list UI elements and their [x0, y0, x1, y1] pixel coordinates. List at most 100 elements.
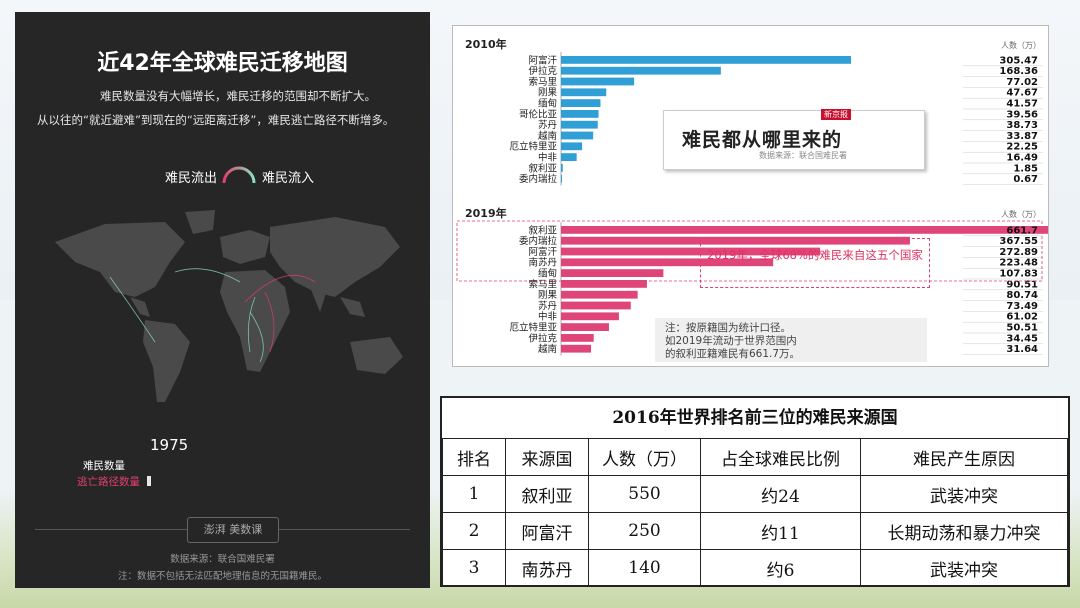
bar: [561, 56, 851, 64]
table-cell: 阿富汗: [505, 512, 589, 550]
highlight-box: [456, 220, 1043, 282]
table-cell: 南苏丹: [505, 549, 589, 587]
migration-map-panel: 近42年全球难民迁移地图 难民数量没有大幅增长，难民迁移的范围却不断扩大。 从以…: [15, 12, 430, 588]
table-cell: 约11: [700, 512, 861, 550]
map-source: 数据来源：联合国难民署: [170, 554, 275, 565]
chart-title: 2019年: [465, 206, 507, 220]
table-title: 2016年世界排名前三位的难民来源国: [442, 398, 1068, 439]
table-row: 2 阿富汗 250 约11 长期动荡和暴力冲突: [442, 512, 1068, 550]
table-cell: 550: [588, 475, 701, 513]
table-header-cell: 难民产生原因: [860, 438, 1068, 476]
category-label: 伊拉克: [528, 332, 557, 344]
map-subtitle-1: 难民数量没有大幅增长，难民迁移的范围却不断扩大。: [100, 89, 376, 103]
category-label: 阿富汗: [528, 246, 557, 258]
table-header-cell: 来源国: [505, 438, 589, 476]
table-cell: 叙利亚: [505, 475, 589, 513]
table-header-cell: 人数（万）: [588, 438, 701, 476]
legend-inflow-label: 难民流入: [262, 171, 315, 186]
bar: [561, 142, 583, 151]
table-cell: 2: [442, 512, 506, 550]
category-label: 越南: [538, 130, 557, 142]
value-label: 661.7: [1006, 225, 1038, 236]
category-label: 缅甸: [538, 268, 557, 280]
bar: [561, 164, 563, 172]
table-cell: 1: [442, 475, 506, 513]
bar: [561, 334, 594, 342]
value-label: 77.02: [1006, 77, 1038, 88]
table-header-cell: 排名: [442, 438, 506, 476]
value-label: 31.64: [1006, 344, 1038, 355]
table-header-row: 排名 来源国 人数（万） 占全球难民比例 难民产生原因: [442, 438, 1068, 476]
category-label: 越南: [538, 343, 557, 355]
chart-note-line: 注：按原籍国为统计口径。: [665, 322, 791, 334]
data-table: 排名 来源国 人数（万） 占全球难民比例 难民产生原因 1 叙利亚 550 约2…: [442, 438, 1068, 587]
bar: [561, 280, 647, 288]
value-label: 50.51: [1006, 323, 1038, 334]
bar: [561, 153, 577, 161]
table-cell: 250: [588, 512, 701, 550]
category-label: 厄立特里亚: [509, 322, 557, 334]
bar: [561, 77, 635, 86]
bar: [561, 290, 638, 299]
callout-box: 2019年，全球68%的难民来自这五个国家: [700, 238, 930, 288]
table-row: 1 叙利亚 550 约24 武装冲突: [442, 475, 1068, 513]
category-label: 南苏丹: [528, 257, 557, 269]
value-label: 41.57: [1006, 99, 1038, 110]
map-note: 注：数据不包括无法匹配地理信息的无国籍难民。: [117, 571, 327, 582]
bar: [561, 120, 598, 129]
value-label: 80.74: [1006, 290, 1038, 301]
refugee-count-label: 难民数量: [83, 460, 125, 472]
chart-headline: 难民都从哪里来的: [682, 129, 843, 151]
category-label: 中非: [538, 152, 558, 164]
map-title: 近42年全球难民迁移地图: [97, 51, 348, 76]
bar: [561, 258, 774, 267]
value-label: 90.51: [1006, 279, 1038, 290]
world-map: [55, 210, 403, 402]
table-cell: 武装冲突: [860, 549, 1068, 587]
legend-outflow-label: 难民流出: [165, 171, 218, 186]
chart-note: 注：按原籍国为统计口径。 如2019年流动于世界范围内 的叙利亚籍难民有661.…: [665, 322, 800, 361]
category-label: 苏丹: [538, 300, 557, 312]
bar: [561, 99, 601, 107]
category-label: 伊拉克: [528, 65, 557, 77]
bar: [561, 269, 664, 277]
value-label: 47.67: [1006, 88, 1038, 99]
value-label: 223.48: [999, 258, 1038, 269]
map-subtitle-2: 从以往的“就近避难”到现在的“远距离迁移”，难民逃亡路径不断增多。: [37, 113, 395, 127]
table-cell: 3: [442, 549, 506, 587]
value-label: 305.47: [999, 55, 1038, 66]
category-label: 叙利亚: [528, 162, 557, 174]
value-label: 272.89: [999, 247, 1038, 258]
table-header-cell: 占全球难民比例: [700, 438, 861, 476]
value-label: 16.49: [1006, 153, 1038, 164]
route-count-bar: [147, 476, 151, 486]
top-refugee-table: 2016年世界排名前三位的难民来源国 排名 来源国 人数（万） 占全球难民比例 …: [440, 396, 1070, 587]
category-label: 索马里: [528, 76, 557, 88]
value-label: 39.56: [1006, 109, 1038, 120]
table-row: 3 南苏丹 140 约6 武装冲突: [442, 549, 1068, 587]
bar: [561, 174, 562, 183]
value-label: 168.36: [999, 66, 1038, 77]
route-count-label: 逃亡路径数量: [77, 476, 140, 488]
value-label: 107.83: [999, 269, 1038, 280]
brand-logo: 澎湃 美数课: [187, 517, 279, 543]
value-label: 34.45: [1006, 333, 1038, 344]
category-label: 刚果: [538, 290, 558, 301]
value-label: 367.55: [999, 236, 1038, 247]
value-label: 0.67: [1013, 174, 1038, 185]
value-label: 61.02: [1006, 312, 1038, 323]
bar: [561, 236, 910, 245]
bar: [561, 312, 619, 321]
chart-headline-source: 数据来源：联合国难民署: [759, 151, 847, 160]
category-label: 苏丹: [538, 119, 557, 131]
category-label: 中非: [538, 311, 558, 323]
category-label: 缅甸: [538, 98, 557, 110]
category-label: 委内瑞拉: [519, 173, 558, 185]
bar: [561, 247, 821, 256]
unit-label: 人数（万）: [1001, 40, 1041, 50]
bar: [561, 88, 607, 97]
bar: [561, 226, 1048, 234]
chart-headline-box: 新京报 难民都从哪里来的 数据来源：联合国难民署: [663, 109, 925, 170]
chart-note-box: 注：按原籍国为统计口径。 如2019年流动于世界范围内 的叙利亚籍难民有661.…: [655, 318, 927, 362]
